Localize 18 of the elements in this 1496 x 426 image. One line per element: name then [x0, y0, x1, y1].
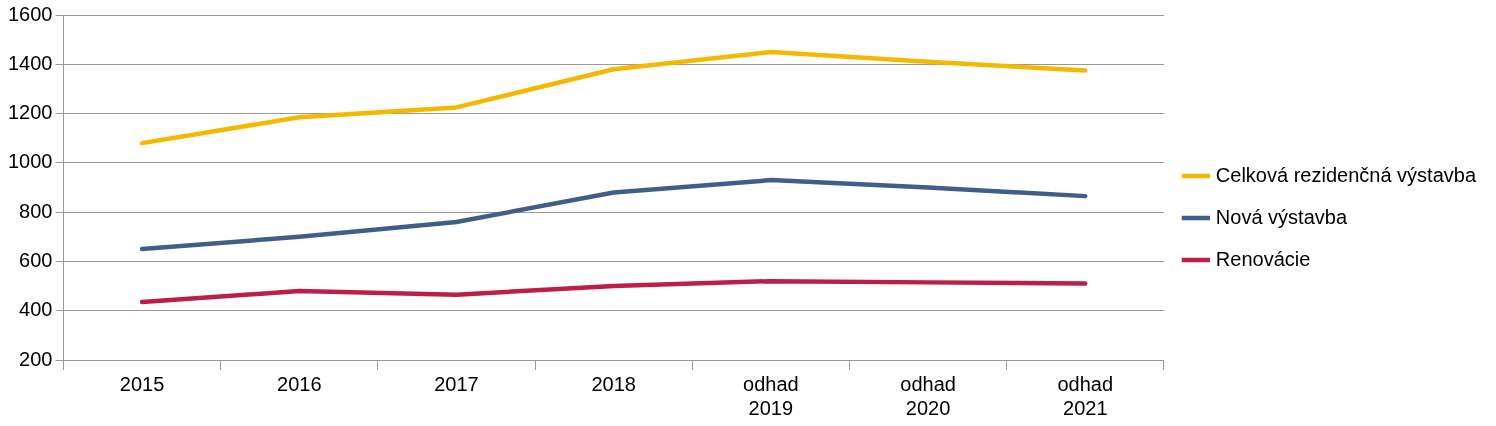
x-tick-label: odhad 2019 — [743, 372, 799, 419]
y-tick-label: 1400 — [7, 51, 53, 74]
y-tick-label: 800 — [19, 199, 53, 222]
y-tick-label: 400 — [19, 298, 53, 321]
x-tick-label: 2018 — [591, 372, 636, 395]
x-tick-label: odhad 2021 — [1057, 372, 1114, 419]
legend-label: Nová výstavba — [1215, 205, 1348, 228]
y-tick-label: 1200 — [7, 101, 53, 124]
legend-label: Celková rezidenčná výstavba — [1215, 163, 1477, 186]
x-tick-label: odhad 2020 — [900, 372, 956, 419]
y-tick-label: 1600 — [7, 2, 53, 25]
y-tick-label: 1000 — [7, 150, 53, 173]
legend-label: Renovácie — [1215, 247, 1311, 270]
x-tick-label: 2015 — [119, 372, 165, 395]
x-tick-label: 2016 — [277, 372, 322, 395]
x-tick-label: 2017 — [434, 372, 479, 395]
y-tick-label: 200 — [19, 347, 53, 370]
y-tick-label: 600 — [19, 248, 53, 271]
